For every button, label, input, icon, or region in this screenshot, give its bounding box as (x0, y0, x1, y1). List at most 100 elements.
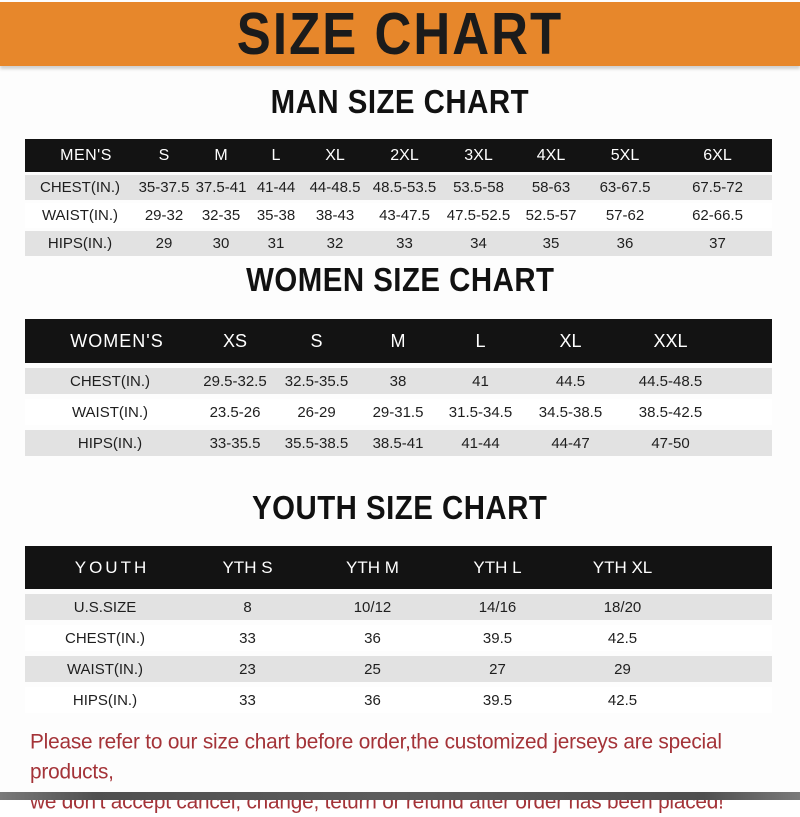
men-col-header: 5XL (587, 139, 663, 174)
women-size-table: WOMEN'S XS S M L XL XXL CHEST(IN.) 29.5-… (25, 319, 772, 456)
youth-heading-text: YOUTH SIZE CHART (252, 489, 548, 527)
table-cell: 47-50 (618, 425, 723, 456)
table-cell: 35-37.5 (135, 172, 193, 203)
table-cell: 18/20 (560, 589, 685, 623)
youth-col-header: YTH L (435, 546, 560, 593)
men-col-header: M (193, 139, 249, 174)
youth-table-header-row: YOUTH YTH S YTH M YTH L YTH XL (25, 546, 772, 593)
table-cell: 23 (185, 651, 310, 685)
table-cell: 32-35 (193, 200, 249, 231)
disclaimer-text: Please refer to our size chart before or… (30, 727, 777, 817)
banner: SIZE CHART (0, 0, 800, 68)
youth-hips-row: HIPS(IN.) 33 36 39.5 42.5 (25, 682, 772, 713)
table-cell: 23.5-26 (195, 394, 275, 428)
table-cell: 35.5-38.5 (275, 425, 358, 456)
row-label: WAIST(IN.) (25, 394, 195, 428)
row-label: CHEST(IN.) (25, 172, 135, 203)
table-cell: 30 (193, 228, 249, 256)
table-cell: 38 (358, 363, 438, 397)
table-cell: 25 (310, 651, 435, 685)
table-cell: 41-44 (438, 425, 523, 456)
men-col-header: L (249, 139, 303, 174)
youth-chest-row: CHEST(IN.) 33 36 39.5 42.5 (25, 620, 772, 654)
table-cell: 53.5-58 (442, 172, 515, 203)
men-chest-row: CHEST(IN.) 35-37.5 37.5-41 41-44 44-48.5… (25, 172, 772, 203)
women-section-heading: WOMEN SIZE CHART (0, 261, 800, 299)
table-cell: 36 (310, 682, 435, 713)
women-heading-text: WOMEN SIZE CHART (245, 261, 555, 299)
row-label: HIPS(IN.) (25, 425, 195, 456)
table-cell: 63-67.5 (587, 172, 663, 203)
women-col-header: XS (195, 319, 275, 367)
table-cell: 14/16 (435, 589, 560, 623)
row-label: HIPS(IN.) (25, 682, 185, 713)
youth-ussize-row: U.S.SIZE 8 10/12 14/16 18/20 (25, 589, 772, 623)
table-cell: 44.5-48.5 (618, 363, 723, 397)
table-cell: 31 (249, 228, 303, 256)
men-col-header: S (135, 139, 193, 174)
women-col-header: XL (523, 319, 618, 367)
table-cell: 38-43 (303, 200, 367, 231)
women-table-header-row: WOMEN'S XS S M L XL XXL (25, 319, 772, 367)
man-section-heading: MAN SIZE CHART (0, 83, 800, 121)
men-col-header: 2XL (367, 139, 442, 174)
table-cell (723, 425, 772, 456)
table-cell: 41-44 (249, 172, 303, 203)
disclaimer-line-1: Please refer to our size chart before or… (30, 730, 722, 784)
men-table-corner-label: MEN'S (25, 139, 135, 174)
table-cell: 29-32 (135, 200, 193, 231)
row-label: CHEST(IN.) (25, 620, 185, 654)
women-col-header: M (358, 319, 438, 367)
table-cell: 29 (560, 651, 685, 685)
banner-title: SIZE CHART (236, 0, 564, 68)
men-col-header: XL (303, 139, 367, 174)
men-size-table: MEN'S S M L XL 2XL 3XL 4XL 5XL 6XL CHEST… (25, 139, 772, 256)
women-col-header: S (275, 319, 358, 367)
table-cell: 36 (587, 228, 663, 256)
women-header-spacer (723, 319, 772, 367)
women-hips-row: HIPS(IN.) 33-35.5 35.5-38.5 38.5-41 41-4… (25, 425, 772, 456)
table-cell: 39.5 (435, 682, 560, 713)
women-col-header: L (438, 319, 523, 367)
table-cell: 42.5 (560, 620, 685, 654)
table-cell: 38.5-41 (358, 425, 438, 456)
table-cell: 32.5-35.5 (275, 363, 358, 397)
table-cell: 43-47.5 (367, 200, 442, 231)
men-hips-row: HIPS(IN.) 29 30 31 32 33 34 35 36 37 (25, 228, 772, 256)
men-table-header-row: MEN'S S M L XL 2XL 3XL 4XL 5XL 6XL (25, 139, 772, 174)
row-label: U.S.SIZE (25, 589, 185, 623)
bottom-edge-bar (0, 792, 800, 800)
man-heading-text: MAN SIZE CHART (270, 83, 530, 121)
men-col-header: 3XL (442, 139, 515, 174)
table-cell: 27 (435, 651, 560, 685)
table-cell: 35 (515, 228, 587, 256)
table-cell: 35-38 (249, 200, 303, 231)
women-col-header: XXL (618, 319, 723, 367)
table-cell: 26-29 (275, 394, 358, 428)
table-cell: 37.5-41 (193, 172, 249, 203)
table-cell: 47.5-52.5 (442, 200, 515, 231)
table-cell: 34.5-38.5 (523, 394, 618, 428)
table-cell: 31.5-34.5 (438, 394, 523, 428)
table-cell: 37 (663, 228, 772, 256)
youth-col-header: YTH S (185, 546, 310, 593)
table-cell: 39.5 (435, 620, 560, 654)
table-cell: 48.5-53.5 (367, 172, 442, 203)
table-cell: 32 (303, 228, 367, 256)
table-cell: 29-31.5 (358, 394, 438, 428)
row-label: CHEST(IN.) (25, 363, 195, 397)
women-table-corner-label: WOMEN'S (25, 319, 195, 367)
youth-waist-row: WAIST(IN.) 23 25 27 29 (25, 651, 772, 685)
table-cell: 52.5-57 (515, 200, 587, 231)
table-cell: 33 (185, 620, 310, 654)
women-waist-row: WAIST(IN.) 23.5-26 26-29 29-31.5 31.5-34… (25, 394, 772, 428)
table-cell: 29.5-32.5 (195, 363, 275, 397)
table-cell (723, 394, 772, 428)
men-col-header: 4XL (515, 139, 587, 174)
table-cell: 41 (438, 363, 523, 397)
table-cell (685, 620, 772, 654)
table-cell (685, 651, 772, 685)
youth-col-header: YTH XL (560, 546, 685, 593)
table-cell: 44-48.5 (303, 172, 367, 203)
table-cell: 8 (185, 589, 310, 623)
